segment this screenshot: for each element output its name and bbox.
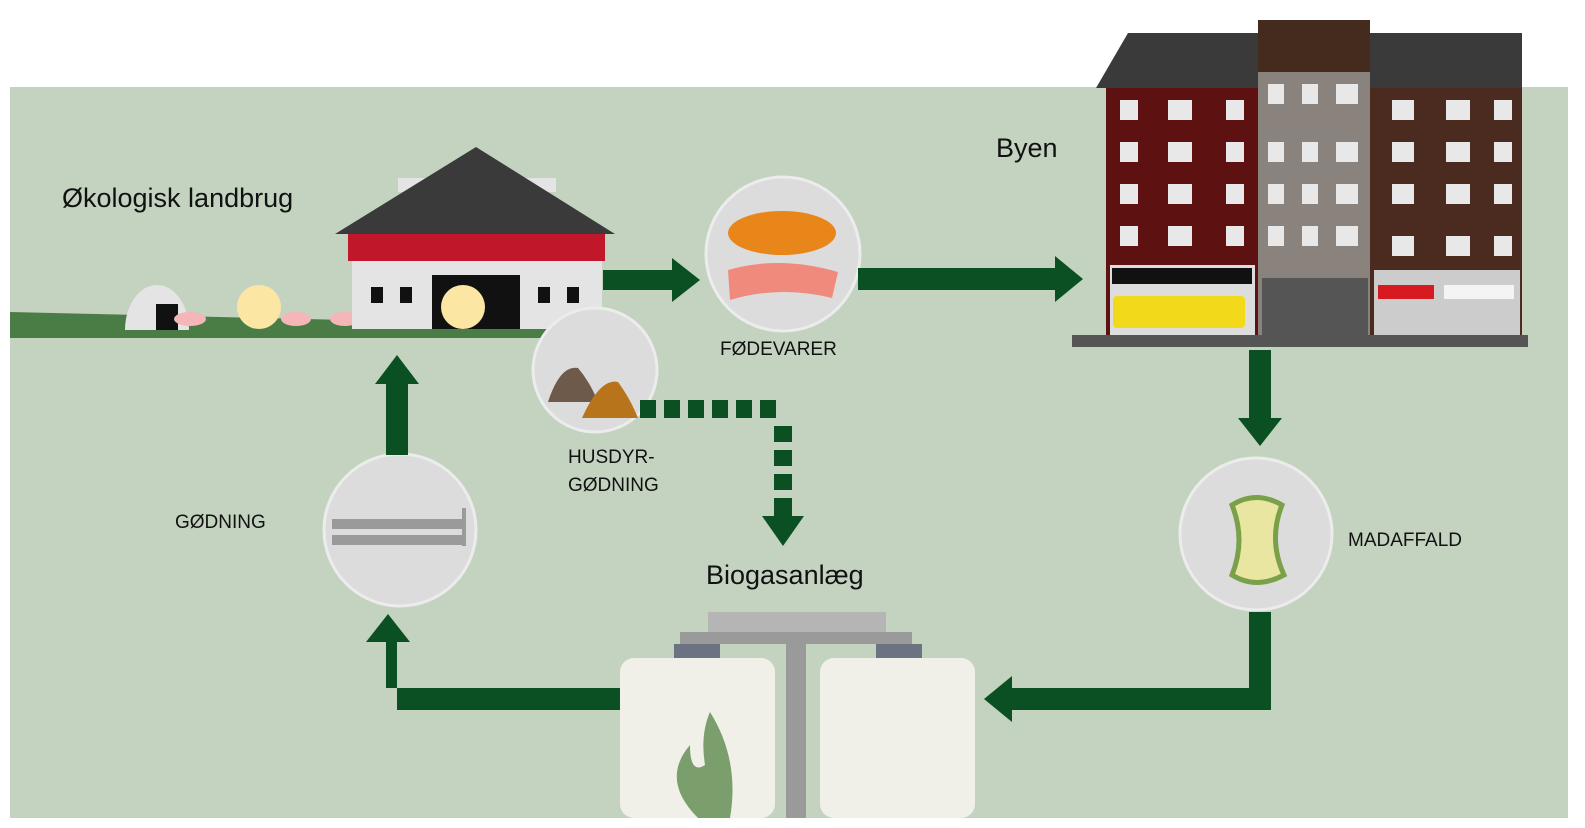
manure xyxy=(548,367,598,402)
barn-roof xyxy=(335,147,615,234)
bacon xyxy=(728,262,838,300)
dashed-arrow xyxy=(640,400,804,546)
arrow xyxy=(366,614,620,710)
label: Biogasanlæg xyxy=(706,560,864,590)
city-windows xyxy=(1120,84,1512,256)
label: GØDNING xyxy=(175,512,266,533)
label: MADAFFALD xyxy=(1348,530,1462,551)
biogas-plant xyxy=(620,612,975,818)
city-buildings xyxy=(1072,20,1528,347)
hay-bale xyxy=(441,285,485,329)
barn-windows xyxy=(371,287,579,303)
arrow xyxy=(1238,350,1282,446)
label: FØDEVARER xyxy=(720,339,837,360)
hay-bale xyxy=(237,285,281,329)
label: GØDNING xyxy=(568,475,659,496)
arrow xyxy=(984,612,1271,722)
spreader xyxy=(332,508,466,546)
manure xyxy=(582,381,638,418)
label: HUSDYR- xyxy=(568,447,655,468)
arrow xyxy=(603,258,700,302)
apple-core xyxy=(1228,495,1288,585)
label: Økologisk landbrug xyxy=(62,183,293,213)
barn-band xyxy=(348,234,605,261)
arrow xyxy=(858,256,1083,302)
arrow xyxy=(375,355,419,455)
hut-door xyxy=(156,304,178,330)
label: Byen xyxy=(996,133,1058,163)
fertilizer-icon xyxy=(322,452,478,608)
bread xyxy=(728,211,836,255)
